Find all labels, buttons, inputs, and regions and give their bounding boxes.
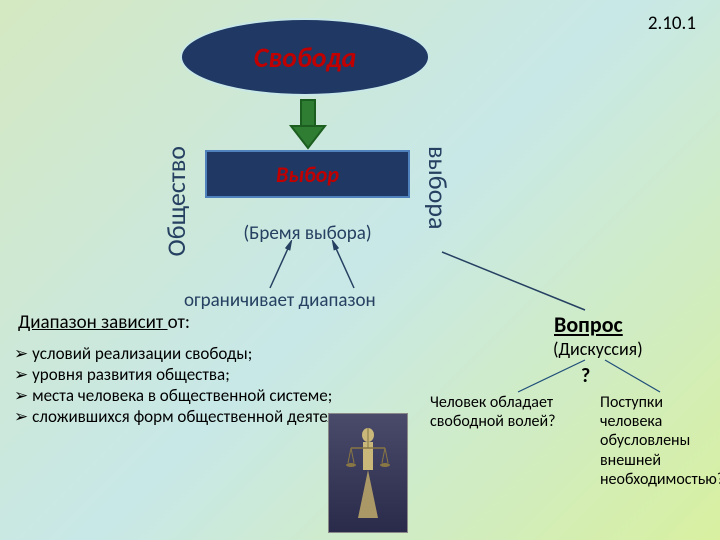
diapazon-title: Диапазон зависит от: bbox=[18, 311, 190, 334]
oval-label: Свобода bbox=[254, 40, 357, 75]
statue-image bbox=[328, 413, 408, 533]
connector-vopros bbox=[440, 250, 600, 315]
diapazon-prefix: Диапазон зависит bbox=[18, 311, 168, 334]
question-left: Человек обладает свободной волей? bbox=[430, 393, 590, 431]
question-mark: ? bbox=[581, 364, 590, 388]
vertical-label-right: выбора bbox=[422, 146, 454, 229]
page-number: 2.10.1 bbox=[648, 12, 696, 35]
justice-icon bbox=[343, 423, 393, 523]
vybor-group: Выбор (Бремя выбора) bbox=[205, 150, 410, 245]
vertical-label-left: Общество bbox=[160, 146, 192, 256]
diapazon-suffix: от: bbox=[168, 311, 190, 334]
list-item: уровня развития общества; bbox=[14, 364, 389, 385]
rect-vybor: Выбор bbox=[205, 150, 410, 198]
rect-label: Выбор bbox=[276, 161, 339, 188]
limit-text: ограничивает диапазон bbox=[184, 289, 376, 312]
arrow-down-icon bbox=[288, 98, 328, 150]
bremya-text: (Бремя выбора) bbox=[205, 222, 410, 245]
arrows-up-icon bbox=[244, 240, 384, 290]
list-item: условий реализации свободы; bbox=[14, 343, 389, 364]
discuss-branches bbox=[510, 358, 680, 398]
list-item: места человека в общественной системе; bbox=[14, 385, 389, 406]
oval-svoboda: Свобода bbox=[180, 18, 430, 96]
discuss-text: (Дискуссия) bbox=[553, 338, 643, 360]
question-right: Поступки человека обусловлены внешней не… bbox=[600, 393, 720, 489]
vopros-title: Вопрос bbox=[554, 311, 623, 338]
